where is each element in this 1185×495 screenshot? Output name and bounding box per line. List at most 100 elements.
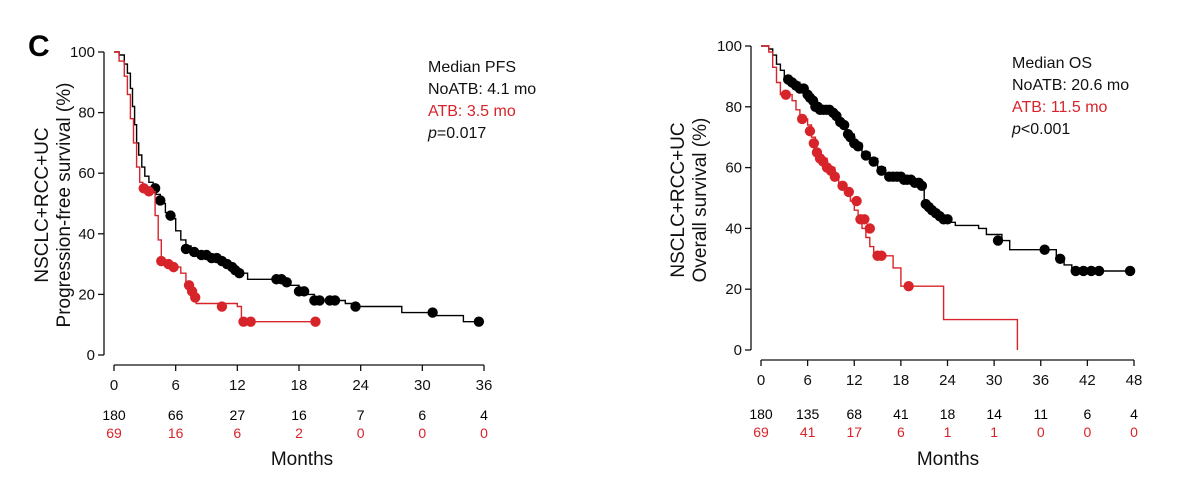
pfs-x-axis-label: Months [271,449,333,470]
os-noatb-censor-mark [916,180,928,192]
pfs-risk-atb: 0 [357,425,365,441]
pfs-risk-noatb: 180 [102,407,126,423]
os-median-title: Median OS [1012,55,1092,72]
panel-letter: C [28,30,50,63]
pfs-x-tick-label: 0 [110,377,118,394]
os-risk-noatb: 18 [940,406,956,422]
pfs-risk-atb: 2 [295,425,303,441]
os-risk-atb: 0 [1130,424,1138,440]
pfs-annotation: Median PFS NoATB: 4.1 mo ATB: 3.5 mo p=0… [427,59,536,142]
os-risk-noatb: 68 [846,406,862,422]
os-risk-atb: 69 [753,424,769,440]
pfs-risk-noatb: 66 [168,407,184,423]
os-p-number: <0.001 [1021,121,1070,138]
os-x-tick-label: 18 [893,372,910,389]
os-y-tick-label: 0 [734,342,742,359]
os-atb-censor-mark [808,138,820,149]
pfs-noatb-censor-mark [234,267,245,279]
pfs-x-tick-label: 36 [476,377,493,394]
pfs-axes: 0204060801000180696661612276181622470306… [70,44,492,441]
os-x-tick-label: 12 [846,372,863,389]
os-x-tick-label: 0 [757,372,765,389]
pfs-risk-atb: 0 [418,425,426,441]
pfs-median-noatb: NoATB: 4.1 mo [428,81,536,98]
os-x-tick-label: 30 [986,372,1003,389]
pfs-risk-noatb: 27 [230,407,246,423]
os-noatb-censor-mark [992,235,1004,246]
os-atb-censor-mark [876,250,887,261]
pfs-risk-atb: 16 [168,425,184,441]
os-risk-atb: 0 [1037,424,1045,440]
pfs-ylabel-line2: Progression-free survival (%) [54,83,75,328]
pfs-atb-censor-mark [143,186,155,197]
pfs-noatb-censor-mark [350,301,361,312]
pfs-noatb-curve [114,51,484,323]
os-risk-noatb: 4 [1130,406,1138,422]
pfs-risk-atb: 0 [480,425,488,441]
os-noatb-censor-mark [1054,253,1066,264]
os-risk-noatb: 135 [796,406,820,422]
pfs-atb-censor-mark [238,316,249,327]
pfs-median-atb: ATB: 3.5 mo [428,103,516,120]
pfs-y-axis-label: NSCLC+RCC+UC Progression-free survival (… [32,83,75,328]
os-noatb-censor-mark [838,119,850,131]
os-noatb-censor-mark [876,165,887,176]
pfs-noatb-censor-mark [298,286,310,297]
pfs-p-value: p=0.017 [427,125,486,142]
pfs-atb-censor-mark [216,301,228,312]
os-noatb-censor-mark [868,156,879,167]
pfs-y-tick-label: 40 [78,226,95,243]
os-noatb-censor-mark [1086,265,1097,277]
os-median-atb: ATB: 11.5 mo [1012,99,1108,116]
os-x-tick-label: 6 [803,372,811,389]
pfs-noatb-censor-mark [180,243,192,255]
os-noatb-censor-mark [1078,265,1089,277]
os-y-tick-label: 40 [725,220,742,237]
pfs-noatb-censor-mark [281,277,292,288]
pfs-curves [114,51,485,327]
os-noatb-censor-mark [1093,265,1105,277]
pfs-noatb-censor-mark [155,195,166,206]
pfs-risk-noatb: 7 [357,407,365,423]
pfs-x-tick-label: 24 [352,377,369,394]
pfs-x-tick-label: 6 [171,377,179,394]
pfs-noatb-censor-mark [473,316,485,327]
os-atb-censor-mark [843,186,855,198]
os-y-tick-label: 20 [725,281,742,298]
os-noatb-censor-mark [942,214,953,225]
pfs-x-tick-label: 12 [229,377,246,394]
pfs-median-title: Median PFS [428,59,516,76]
pfs-x-tick-label: 30 [414,377,431,394]
os-atb-censor-mark [796,113,808,125]
pfs-noatb-censor-mark [314,295,325,306]
os-risk-noatb: 41 [893,406,909,422]
pfs-atb-censor-mark [168,261,179,273]
pfs-risk-noatb: 16 [291,407,307,423]
os-median-noatb: NoATB: 20.6 mo [1012,77,1129,94]
os-atb-censor-mark [903,280,914,292]
pfs-atb-censor-mark [189,292,201,303]
os-curves [761,45,1136,350]
os-y-tick-label: 80 [725,99,742,116]
os-ylabel-line2: Overall survival (%) [690,118,711,283]
os-y-tick-label: 100 [717,38,742,55]
pfs-noatb-censor-mark [165,210,176,221]
os-atb-censor-mark [780,89,792,100]
pfs-p-label: p [427,125,437,142]
pfs-risk-atb: 69 [106,425,122,441]
os-x-tick-label: 48 [1126,372,1143,389]
os-x-tick-label: 24 [939,372,956,389]
os-risk-atb: 6 [897,424,905,440]
os-risk-atb: 17 [846,424,862,440]
os-noatb-censor-mark [852,141,864,152]
pfs-y-tick-label: 0 [87,347,95,364]
pfs-y-tick-label: 80 [78,105,95,122]
pfs-y-tick-label: 60 [78,165,95,182]
pfs-x-tick-label: 18 [291,377,308,394]
pfs-ylabel-line1: NSCLC+RCC+UC [32,127,53,282]
os-risk-atb: 1 [990,424,998,440]
os-noatb-censor-mark [860,150,872,161]
pfs-risk-noatb: 6 [418,407,426,423]
pfs-noatb-censor-mark [329,295,341,306]
pfs-p-number: =0.017 [437,125,486,142]
